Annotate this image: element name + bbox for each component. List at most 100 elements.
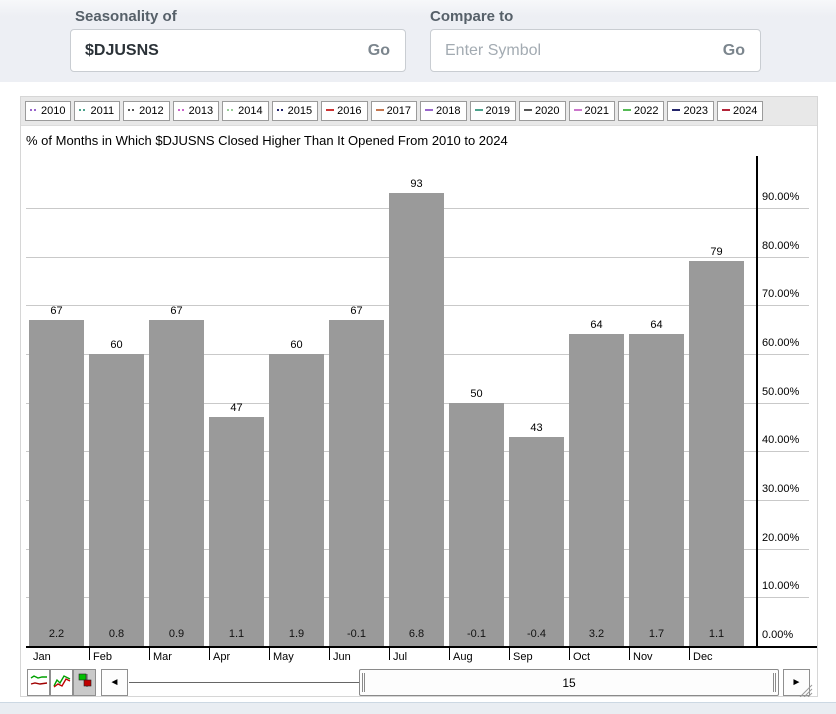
bar-value-label: 67 — [50, 304, 63, 317]
avg-change-label: -0.4 — [527, 628, 546, 640]
bar-squares-icon — [76, 673, 94, 693]
legend-year-2022[interactable]: 2022 — [617, 101, 665, 121]
bar-Jan — [29, 319, 84, 646]
x-axis-label-Jul: Jul — [393, 651, 408, 663]
legend-year-2014[interactable]: 2014 — [222, 101, 269, 121]
dashed-line-marker-icon — [326, 101, 335, 119]
dotted-line-marker-icon — [128, 101, 136, 119]
x-axis-label-Feb: Feb — [93, 651, 112, 663]
slider-track[interactable] — [129, 682, 359, 683]
bar-value-label: 64 — [650, 319, 663, 332]
dotted-line-marker-icon — [276, 101, 285, 119]
year-legend: 2010 2011 2012 2013 2014 2015 2016 2017 2018 2019… — [21, 97, 817, 126]
x-axis-label-Aug: Aug — [453, 651, 473, 663]
dashed-line-marker-icon — [672, 101, 681, 119]
bar-May — [269, 353, 324, 646]
chart-title: % of Months in Which $DJUSNS Closed High… — [26, 133, 508, 148]
bar-value-label: 47 — [230, 402, 243, 415]
avg-change-label: 3.2 — [588, 628, 605, 640]
y-axis-label: 50.00% — [762, 385, 800, 398]
bar-squares-button[interactable] — [73, 669, 96, 696]
seasonality-chart: 2010 2011 2012 2013 2014 2015 2016 2017 2018 2019… — [20, 96, 818, 697]
avg-change-label: 2.2 — [48, 628, 65, 640]
range-slider-handle[interactable]: 15 — [359, 669, 779, 696]
x-axis-tick — [629, 648, 630, 660]
scroll-left-button[interactable]: ◄ — [101, 669, 128, 696]
bar-Aug — [449, 402, 504, 646]
legend-year-2016[interactable]: 2016 — [321, 101, 368, 121]
bar-value-label: 67 — [170, 304, 183, 317]
bar-Jun — [329, 319, 384, 646]
dashed-line-marker-icon — [524, 101, 533, 119]
dashed-line-marker-icon — [721, 101, 730, 119]
dashed-line-marker-icon — [375, 101, 384, 119]
legend-year-2012[interactable]: 2012 — [123, 101, 170, 121]
legend-year-2015[interactable]: 2015 — [271, 101, 319, 121]
dashed-line-marker-icon — [474, 101, 483, 119]
avg-change-label: 1.1 — [228, 628, 245, 640]
avg-change-label: -0.1 — [347, 628, 366, 640]
bar-value-label: 60 — [290, 338, 303, 351]
page-bottom-band — [0, 702, 836, 714]
seasonality-of-label: Seasonality of — [75, 8, 177, 25]
y-axis-label: 10.00% — [762, 580, 800, 593]
compare-symbol-input[interactable] — [431, 41, 717, 60]
symbol-entry-header: Seasonality of Go Compare to Go — [0, 0, 836, 82]
compare-go-button[interactable]: Go — [722, 41, 745, 59]
bar-value-label: 67 — [350, 304, 363, 317]
line-chart-button[interactable] — [27, 669, 50, 696]
seasonality-symbol-input[interactable] — [71, 41, 362, 60]
bar-Oct — [569, 334, 624, 646]
bar-Feb — [89, 353, 144, 646]
x-axis-tick — [689, 648, 690, 660]
legend-year-2018[interactable]: 2018 — [420, 101, 467, 121]
dashed-line-marker-icon — [425, 101, 434, 119]
y-axis-line — [756, 156, 758, 647]
x-axis-line — [26, 646, 817, 648]
seasonality-go-button[interactable]: Go — [367, 41, 390, 59]
legend-year-2021[interactable]: 2021 — [568, 101, 615, 121]
resize-grip-icon[interactable] — [796, 683, 814, 697]
legend-year-2011[interactable]: 2011 — [74, 101, 121, 121]
legend-year-2017[interactable]: 2017 — [370, 101, 418, 121]
bar-Dec — [689, 261, 744, 646]
x-axis-tick — [329, 648, 330, 660]
performance-lines-icon — [52, 673, 71, 693]
legend-year-2013[interactable]: 2013 — [172, 101, 220, 121]
y-axis-label: 80.00% — [762, 239, 800, 252]
legend-year-2024[interactable]: 2024 — [716, 101, 764, 121]
x-axis-tick — [209, 648, 210, 660]
x-axis-tick — [389, 648, 390, 660]
x-axis-tick — [449, 648, 450, 660]
legend-year-2019[interactable]: 2019 — [469, 101, 517, 121]
legend-year-2023[interactable]: 2023 — [667, 101, 714, 121]
x-axis-label-May: May — [273, 651, 294, 663]
bar-Jul — [389, 193, 444, 646]
bar-Apr — [209, 417, 264, 646]
y-axis-label: 60.00% — [762, 336, 800, 349]
seasonality-symbol-box: Go — [70, 29, 406, 72]
avg-change-label: 6.8 — [408, 628, 425, 640]
bar-Nov — [629, 334, 684, 646]
avg-change-label: 1.1 — [708, 628, 725, 640]
bar-value-label: 43 — [530, 421, 543, 434]
dotted-line-marker-icon — [227, 101, 235, 119]
x-axis-label-Apr: Apr — [213, 651, 231, 663]
dotted-line-marker-icon — [177, 101, 186, 119]
bar-value-label: 60 — [110, 338, 123, 351]
avg-change-label: 1.7 — [648, 628, 665, 640]
avg-change-label: 0.8 — [108, 628, 125, 640]
x-axis-label-Jan: Jan — [33, 651, 51, 663]
dashed-line-marker-icon — [573, 101, 582, 119]
line-chart-icon — [30, 673, 48, 693]
x-axis-label-Mar: Mar — [153, 651, 172, 663]
y-axis-label: 90.00% — [762, 190, 800, 203]
x-axis-tick — [569, 648, 570, 660]
bar-Sep — [509, 436, 564, 646]
legend-year-2020[interactable]: 2020 — [519, 101, 566, 121]
x-axis-tick — [89, 648, 90, 660]
performance-lines-button[interactable] — [50, 669, 73, 696]
legend-year-2010[interactable]: 2010 — [25, 101, 72, 121]
slider-grip-right[interactable] — [773, 673, 776, 692]
slider-grip-left[interactable] — [362, 673, 365, 692]
